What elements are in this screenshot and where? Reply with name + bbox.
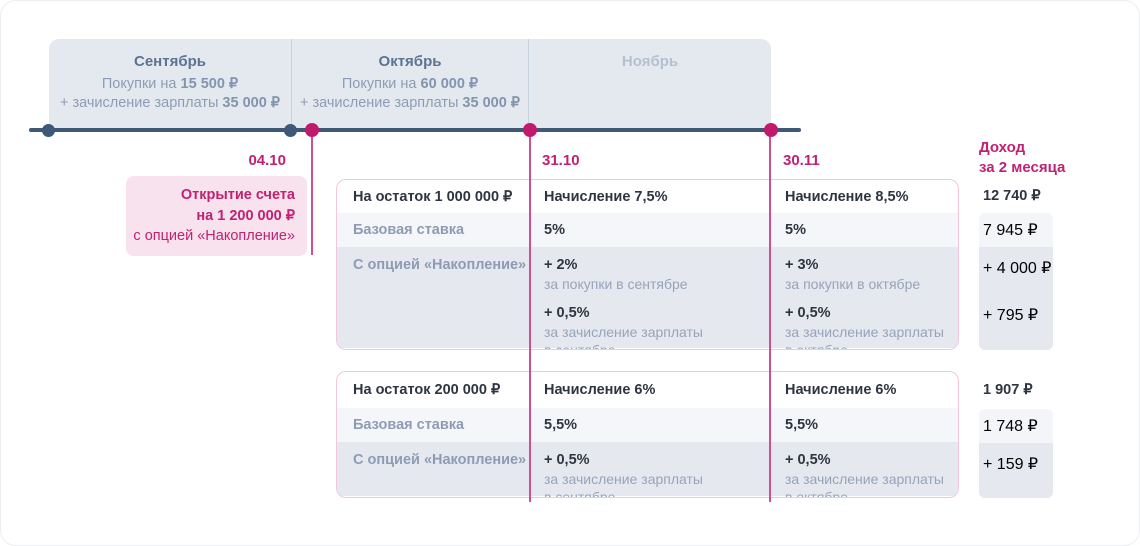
table-row-base-rate: Базовая ставка 5,5% 5,5% — [337, 408, 958, 442]
base-rate-october: 5% — [544, 222, 565, 238]
option-october-cell: + 2% за покупки в сентябре + 0,5% за зач… — [530, 257, 771, 349]
table-row-header: На остаток 1 000 000 ₽ Начисление 7,5% Н… — [337, 180, 958, 213]
month-salary-line: + зачисление зарплаты 35 000 ₽ — [60, 95, 280, 111]
base-rate-november: 5% — [785, 222, 806, 238]
option-bonus: + 3% за покупки в октябре — [785, 257, 958, 293]
bonus-desc: за зачисление зарплаты в сентябре — [544, 324, 703, 349]
income-total-table2: 1 907 ₽ — [983, 381, 1033, 398]
salary-amount: 35 000 ₽ — [462, 95, 521, 111]
bonus-rate: + 0,5% — [544, 452, 590, 468]
month-salary-line: + зачисление зарплаты 35 000 ₽ — [300, 95, 520, 111]
timeline-dot-account-opening — [305, 123, 319, 137]
balance-label: На остаток 200 000 ₽ — [353, 382, 501, 398]
note-line3: с опцией «Накопление» — [133, 228, 295, 245]
month-section-november: Ноябрь — [529, 39, 771, 129]
rate-table-balance-1000000: На остаток 1 000 000 ₽ Начисление 7,5% Н… — [336, 179, 959, 350]
bonus-rate: + 2% — [544, 257, 578, 273]
option-november-cell: + 0,5% за зачисление зарплаты в октябре — [771, 452, 958, 498]
option-november-cell: + 3% за покупки в октябре + 0,5% за зачи… — [771, 257, 958, 349]
bonus-desc: за покупки в сентябре — [544, 276, 688, 292]
option-label: С опцией «Накопление» — [353, 452, 527, 468]
table-row-option: С опцией «Накопление» + 0,5% за зачислен… — [337, 442, 958, 498]
income-option-value: + 795 ₽ — [983, 307, 1039, 324]
event-line-04-10 — [311, 134, 313, 255]
income-option-table2: + 159 ₽ — [979, 443, 1053, 498]
timeline-dot-30-11 — [764, 123, 778, 137]
accrual-october: Начисление 6% — [544, 382, 656, 398]
month-title: Ноябрь — [621, 53, 679, 70]
bonus-rate: + 0,5% — [544, 305, 590, 322]
option-october-cell: + 0,5% за зачисление зарплаты в сентябре — [530, 452, 771, 498]
purchases-prefix: Покупки на — [341, 76, 417, 92]
purchases-amount: 60 000 ₽ — [420, 76, 479, 92]
month-section-september: Сентябрь Покупки на 15 500 ₽ + зачислени… — [49, 39, 291, 129]
accrual-november: Начисление 8,5% — [785, 188, 909, 205]
date-label-31-10: 31.10 — [542, 152, 580, 169]
table-row-option: С опцией «Накопление» + 2% за покупки в … — [337, 247, 958, 349]
note-line2: на 1 200 000 ₽ — [196, 207, 295, 224]
income-breakdown-table2: 1 748 ₽ + 159 ₽ — [979, 409, 1053, 498]
base-rate-label: Базовая ставка — [353, 417, 465, 433]
option-bonus: + 2% за покупки в сентябре — [544, 257, 771, 293]
purchases-prefix: Покупки на — [101, 76, 177, 92]
table-row-header: На остаток 200 000 ₽ Начисление 6% Начис… — [337, 372, 958, 408]
option-label: С опцией «Накопление» — [353, 257, 527, 273]
timeline-month-strip: Сентябрь Покупки на 15 500 ₽ + зачислени… — [49, 39, 771, 129]
income-header-line2: за 2 месяца — [979, 159, 1066, 177]
date-label-04-10: 04.10 — [248, 152, 286, 169]
income-base-value: 1 748 ₽ — [983, 418, 1038, 435]
option-bonus: + 0,5% за зачисление зарплаты в октябре — [785, 305, 958, 349]
income-breakdown-table1: 7 945 ₽ + 4 000 ₽ + 795 ₽ — [979, 213, 1053, 350]
date-label-30-11: 30.11 — [783, 152, 820, 169]
income-total-table1: 12 740 ₽ — [983, 188, 1041, 204]
rate-table-balance-200000: На остаток 200 000 ₽ Начисление 6% Начис… — [336, 371, 959, 498]
month-title: Сентябрь — [134, 53, 206, 70]
income-column-header: Доход за 2 месяца — [979, 138, 1065, 179]
accrual-november: Начисление 6% — [785, 382, 897, 398]
account-opening-note: Открытие счета на 1 200 000 ₽ с опцией «… — [126, 176, 307, 256]
bonus-desc: за зачисление зарплаты в сентябре — [544, 471, 703, 498]
bonus-rate: + 3% — [785, 257, 819, 273]
salary-prefix: + зачисление зарплаты — [59, 95, 219, 111]
table-row-base-rate: Базовая ставка 5% 5% — [337, 213, 958, 247]
timeline-dot-31-10 — [523, 123, 537, 137]
accrual-october: Начисление 7,5% — [544, 188, 668, 205]
purchases-amount: 15 500 ₽ — [180, 76, 239, 92]
income-header-line1: Доход — [979, 139, 1026, 156]
month-title: Октябрь — [378, 53, 442, 70]
bonus-desc: за зачисление зарплаты в октябре — [785, 324, 944, 349]
salary-prefix: + зачисление зарплаты — [299, 95, 459, 111]
bonus-rate: + 0,5% — [785, 452, 831, 468]
income-option-value: + 159 ₽ — [983, 456, 1039, 473]
option-bonus: + 0,5% за зачисление зарплаты в сентябре — [544, 305, 771, 349]
month-section-october: Октябрь Покупки на 60 000 ₽ + зачисление… — [291, 39, 529, 129]
option-bonus: + 0,5% за зачисление зарплаты в сентябре — [544, 452, 771, 498]
income-option-table1: + 4 000 ₽ + 795 ₽ — [979, 247, 1053, 350]
note-line1: Открытие счета — [180, 187, 295, 204]
timeline-axis — [29, 128, 801, 132]
base-rate-october: 5,5% — [544, 417, 578, 433]
income-base-table1: 7 945 ₽ — [979, 213, 1053, 247]
event-line-30-11 — [769, 134, 771, 502]
event-line-31-10 — [529, 134, 531, 502]
timeline-dot-start — [42, 123, 55, 137]
option-bonus: + 0,5% за зачисление зарплаты в октябре — [785, 452, 958, 498]
income-base-table2: 1 748 ₽ — [979, 409, 1053, 443]
bonus-desc: за покупки в октябре — [785, 276, 921, 292]
month-purchases-line: Покупки на 60 000 ₽ — [342, 76, 478, 92]
balance-label: На остаток 1 000 000 ₽ — [353, 188, 513, 205]
month-purchases-line: Покупки на 15 500 ₽ — [102, 76, 238, 92]
bonus-rate: + 0,5% — [785, 305, 831, 322]
salary-amount: 35 000 ₽ — [222, 95, 281, 111]
income-base-value: 7 945 ₽ — [983, 222, 1038, 239]
bonus-desc: за зачисление зарплаты в октябре — [785, 471, 944, 498]
base-rate-november: 5,5% — [785, 417, 819, 433]
timeline-dot-month-boundary — [284, 123, 297, 137]
base-rate-label: Базовая ставка — [353, 222, 465, 238]
income-option-value: + 4 000 ₽ — [983, 260, 1052, 277]
